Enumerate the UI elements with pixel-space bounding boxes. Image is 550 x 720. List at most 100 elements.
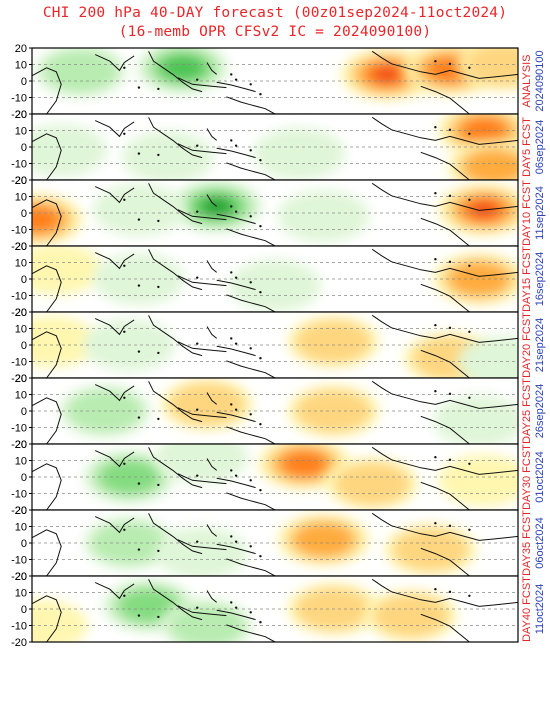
panel-date: 2024090100	[534, 50, 546, 111]
panel-label: DAY30 FCST	[521, 444, 533, 510]
y-tick-label: 20	[15, 175, 27, 187]
panel-date: 16sep2024	[534, 252, 546, 306]
coastline	[32, 50, 518, 114]
panel-label: DAY20 FCST	[521, 312, 533, 378]
panel-9: 20 10 0 -10 -20 DAY40 FCST 11oct2024	[11, 571, 546, 649]
coastline	[32, 446, 518, 510]
y-tick-label: 10	[15, 59, 27, 71]
positive-anomaly-3	[287, 315, 380, 368]
panel-4: 20 10 0 -10 -20 DAY15 FCST 16sep2024	[11, 241, 546, 319]
negative-anomaly-2	[122, 130, 215, 180]
panel-field	[83, 444, 518, 510]
positive-anomaly-3	[277, 513, 370, 566]
y-tick-label: -10	[11, 356, 27, 368]
y-tick-label: 10	[15, 587, 27, 599]
panel-date: 26sep2024	[534, 384, 546, 438]
y-tick-label: -10	[11, 620, 27, 632]
panel-8: 20 10 0 -10 -20 DAY35 FCST 06oct2024	[11, 505, 546, 583]
y-tick-label: 20	[15, 571, 27, 583]
panel-date: 21sep2024	[534, 318, 546, 372]
y-tick-label: 0	[21, 538, 27, 550]
coastline	[32, 380, 518, 444]
y-tick-label: 20	[15, 43, 27, 55]
negative-anomaly-5	[457, 335, 518, 378]
chart-subtitle: (16-memb OPR CFSv2 IC = 2024090100)	[118, 24, 432, 40]
y-tick-label: -10	[11, 290, 27, 302]
coastline	[32, 182, 518, 246]
y-tick-label: 0	[21, 472, 27, 484]
y-tick-label: 20	[15, 439, 27, 451]
panel-1: 20 10 0 -10 -20 ANALYSIS 2024090100	[11, 43, 546, 121]
y-tick-label: -10	[11, 158, 27, 170]
negative-anomaly-2	[92, 253, 185, 305]
positive-anomaly-4	[326, 457, 419, 510]
positive-anomaly-5	[437, 454, 518, 507]
y-tick-label: 0	[21, 274, 27, 286]
panel-6: 20 10 0 -10 -20 DAY25 FCST 26sep2024	[11, 373, 546, 451]
y-tick-label: 20	[15, 109, 27, 121]
coastline	[32, 248, 518, 312]
panel-label: DAY40 FCST	[521, 576, 533, 642]
panel-2: 20 10 0 -10 -20 DAY5 FCST 06sep2024	[11, 109, 546, 187]
y-tick-label: 10	[15, 455, 27, 467]
coastline	[32, 512, 518, 576]
y-tick-label: -20	[11, 175, 27, 187]
y-tick-label: 0	[21, 340, 27, 352]
y-tick-label: 10	[15, 191, 27, 203]
positive-anomaly-1	[32, 246, 103, 296]
panel-label: DAY35 FCST	[521, 510, 533, 576]
y-tick-label: -20	[11, 637, 27, 649]
y-tick-label: -20	[11, 505, 27, 517]
positive-anomaly-5	[457, 48, 518, 91]
y-tick-label: 10	[15, 323, 27, 335]
coastline	[32, 578, 518, 642]
panel-field	[32, 246, 518, 312]
y-tick-label: 0	[21, 604, 27, 616]
y-tick-label: 20	[15, 505, 27, 517]
y-tick-label: 20	[15, 373, 27, 385]
negative-anomaly-2	[156, 444, 249, 484]
y-tick-label: 20	[15, 241, 27, 253]
panel-date: 06oct2024	[534, 517, 546, 568]
y-tick-label: -20	[11, 307, 27, 319]
y-tick-label: 0	[21, 142, 27, 154]
negative-anomaly-3	[229, 259, 321, 312]
coastline	[32, 314, 518, 378]
panel-date: 06sep2024	[534, 120, 546, 174]
y-tick-label: 0	[21, 208, 27, 220]
y-tick-label: -20	[11, 241, 27, 253]
negative-anomaly-4	[433, 394, 518, 444]
y-tick-label: 0	[21, 406, 27, 418]
panel-label: ANALYSIS	[521, 55, 533, 108]
panel-field	[32, 114, 518, 180]
negative-anomaly-1	[136, 48, 229, 94]
y-tick-label: 20	[15, 307, 27, 319]
y-tick-label: -20	[11, 571, 27, 583]
negative-anomaly-2	[156, 526, 249, 576]
panel-label: DAY15 FCST	[521, 246, 533, 312]
y-tick-label: -10	[11, 422, 27, 434]
y-tick-label: 0	[21, 76, 27, 88]
y-tick-label: -20	[11, 109, 27, 121]
panel-label: DAY25 FCST	[521, 378, 533, 444]
positive-anomaly-3	[32, 599, 88, 642]
y-tick-label: -10	[11, 554, 27, 566]
negative-anomaly-4	[277, 190, 370, 243]
panel-5: 20 10 0 -10 -20 DAY20 FCST 21sep2024	[11, 307, 546, 385]
y-tick-label: 10	[15, 125, 27, 137]
negative-anomaly-2	[34, 48, 127, 98]
negative-anomaly-3	[253, 127, 346, 180]
panel-3: 20 10 0 -10 -20 DAY10 FCST 11sep2024	[11, 175, 546, 253]
y-tick-label: -10	[11, 488, 27, 500]
panel-date: 11oct2024	[534, 584, 546, 635]
negative-anomaly-3	[92, 183, 185, 236]
positive-anomaly-2	[160, 378, 253, 431]
y-tick-label: -10	[11, 224, 27, 236]
coastline	[32, 116, 518, 180]
panel-7: 20 10 0 -10 -20 DAY30 FCST 01oct2024	[11, 439, 546, 517]
y-tick-label: 10	[15, 389, 27, 401]
y-tick-label: 10	[15, 257, 27, 269]
y-tick-label: -20	[11, 439, 27, 451]
positive-anomaly-4	[384, 523, 477, 576]
